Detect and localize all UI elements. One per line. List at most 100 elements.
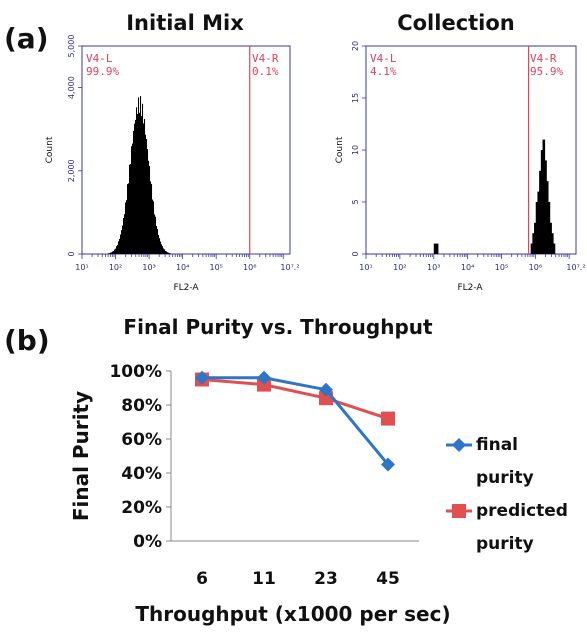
hist1-bar bbox=[167, 252, 169, 254]
line-chart-y-tick-label: 20% bbox=[121, 498, 162, 518]
hist1-y-tick-label: 2,000 bbox=[67, 159, 76, 182]
line-chart-y-tick-label: 0% bbox=[133, 532, 162, 552]
line-chart-x-tick-label: 11 bbox=[252, 569, 276, 589]
hist1-title: Initial Mix bbox=[126, 11, 244, 35]
line-chart-series bbox=[195, 370, 395, 472]
line-chart-y-tick-label: 60% bbox=[121, 430, 162, 450]
hist1-bar bbox=[113, 250, 115, 254]
hist1-bar bbox=[147, 149, 149, 254]
hist1-bar bbox=[119, 238, 121, 254]
hist2-bar bbox=[545, 181, 549, 254]
hist1-bar bbox=[112, 251, 114, 254]
hist2-bar bbox=[552, 243, 556, 254]
hist1-bar bbox=[162, 246, 164, 254]
legend-label: final bbox=[476, 435, 518, 455]
hist2-y-tick-label: 15 bbox=[351, 93, 360, 103]
series-point-final-purity bbox=[381, 457, 395, 472]
hist1-bar bbox=[133, 130, 135, 254]
hist2-x-tick-label: 10⁷.² bbox=[566, 263, 585, 272]
hist1-y-tick-label: 4,000 bbox=[67, 76, 76, 99]
hist1-x-tick-label: 10³ bbox=[142, 263, 155, 272]
hist1-bar bbox=[127, 184, 129, 254]
hist1-bar bbox=[123, 217, 125, 254]
hist1-plot-frame bbox=[81, 45, 291, 255]
hist2-bar bbox=[544, 160, 547, 254]
hist1-gate-left-percent: 99.9% bbox=[86, 65, 119, 78]
hist1-x-axis-label: FL2-A bbox=[173, 283, 199, 293]
hist1-bar bbox=[160, 241, 162, 254]
hist1-bar bbox=[163, 248, 165, 254]
hist1-bar bbox=[154, 214, 156, 254]
hist1-bar bbox=[138, 97, 140, 254]
legend-marker-final-purity bbox=[452, 438, 466, 452]
hist2-bar bbox=[537, 191, 541, 254]
series-point-final-purity bbox=[319, 382, 333, 397]
line-chart-y-axis-label: Final Purity bbox=[69, 391, 93, 521]
line-chart-x-tick-label: 6 bbox=[196, 569, 208, 589]
hist1-bar bbox=[129, 164, 131, 254]
hist1-bar bbox=[168, 252, 170, 254]
hist2-x-ticks: 10¹ 10² 10³ 10⁴ 10⁵ 10⁶ 10⁷.² bbox=[359, 254, 586, 272]
series-line-final-purity bbox=[202, 376, 390, 466]
hist1-bar bbox=[156, 226, 158, 254]
hist2-x-tick-label: 10⁶ bbox=[529, 263, 542, 272]
line-chart-y-tick-label: 40% bbox=[121, 464, 162, 484]
hist1-bar bbox=[141, 116, 143, 254]
hist2-bar bbox=[542, 139, 546, 254]
hist1-bar bbox=[145, 134, 147, 254]
hist2-bars bbox=[433, 139, 556, 254]
hist1-bar bbox=[137, 113, 139, 254]
line-chart-y-tick-label: 80% bbox=[121, 396, 162, 416]
hist1-bar bbox=[108, 253, 110, 254]
hist2-bar bbox=[550, 233, 554, 254]
hist2-gate-left-name: V4-L bbox=[370, 52, 397, 65]
hist1-bar bbox=[118, 241, 120, 254]
hist1-x-tick-label: 10² bbox=[109, 263, 122, 272]
hist2-bar bbox=[540, 150, 544, 254]
hist1-bar bbox=[130, 164, 132, 254]
hist1-gate-right-percent: 0.1% bbox=[252, 65, 279, 78]
line-chart-x-ticks: 6 11 23 45 bbox=[196, 569, 400, 589]
legend-marker-predicted-purity bbox=[452, 504, 466, 518]
legend-label: purity bbox=[476, 534, 534, 554]
line-chart-x-tick-label: 23 bbox=[314, 569, 338, 589]
hist1-bar bbox=[157, 229, 159, 254]
hist2-x-tick-label: 10¹ bbox=[359, 263, 372, 272]
hist1-bar bbox=[136, 107, 138, 255]
hist1-gate-left-name: V4-L bbox=[86, 52, 113, 65]
hist2-bar bbox=[433, 243, 437, 254]
hist1-x-tick-label: 10⁵ bbox=[209, 263, 222, 272]
hist1-bar bbox=[128, 183, 130, 254]
hist1-bar bbox=[158, 234, 160, 254]
hist2-y-tick-label: 5 bbox=[351, 199, 360, 204]
hist2-y-tick-label: 0 bbox=[351, 251, 360, 256]
hist1-bar bbox=[164, 249, 166, 254]
hist1-bar bbox=[121, 230, 123, 254]
hist1-bar bbox=[153, 201, 155, 254]
hist1-bar bbox=[152, 199, 154, 254]
series-line-predicted-purity bbox=[201, 378, 389, 421]
hist1-bar bbox=[117, 244, 119, 254]
hist2-bar bbox=[535, 202, 539, 254]
hist1-bar bbox=[126, 200, 128, 254]
hist2-x-tick-label: 10² bbox=[393, 263, 406, 272]
hist2-y-tick-label: 20 bbox=[351, 41, 360, 51]
hist1-bar bbox=[109, 253, 111, 254]
line-chart-y-tick-label: 100% bbox=[109, 362, 162, 382]
series-point-final-purity bbox=[195, 370, 209, 385]
hist2-bar bbox=[532, 233, 535, 254]
hist1-bar bbox=[124, 214, 126, 254]
hist1-x-tick-label: 10⁷.² bbox=[280, 263, 299, 272]
hist1-x-tick-label: 10⁴ bbox=[176, 263, 189, 272]
hist2-gate-right-percent: 95.9% bbox=[530, 65, 563, 78]
hist1-bar bbox=[114, 249, 116, 254]
hist1-bar bbox=[146, 139, 148, 254]
line-chart-x-axis-label: Throughput (x1000 per sec) bbox=[135, 602, 450, 626]
hist1-x-tick-label: 10⁶ bbox=[243, 263, 256, 272]
hist1-bar bbox=[134, 123, 136, 254]
hist2-bar bbox=[530, 243, 534, 254]
hist1-bar bbox=[143, 123, 145, 254]
hist1-bars bbox=[108, 96, 172, 255]
hist1-bar bbox=[144, 119, 146, 254]
